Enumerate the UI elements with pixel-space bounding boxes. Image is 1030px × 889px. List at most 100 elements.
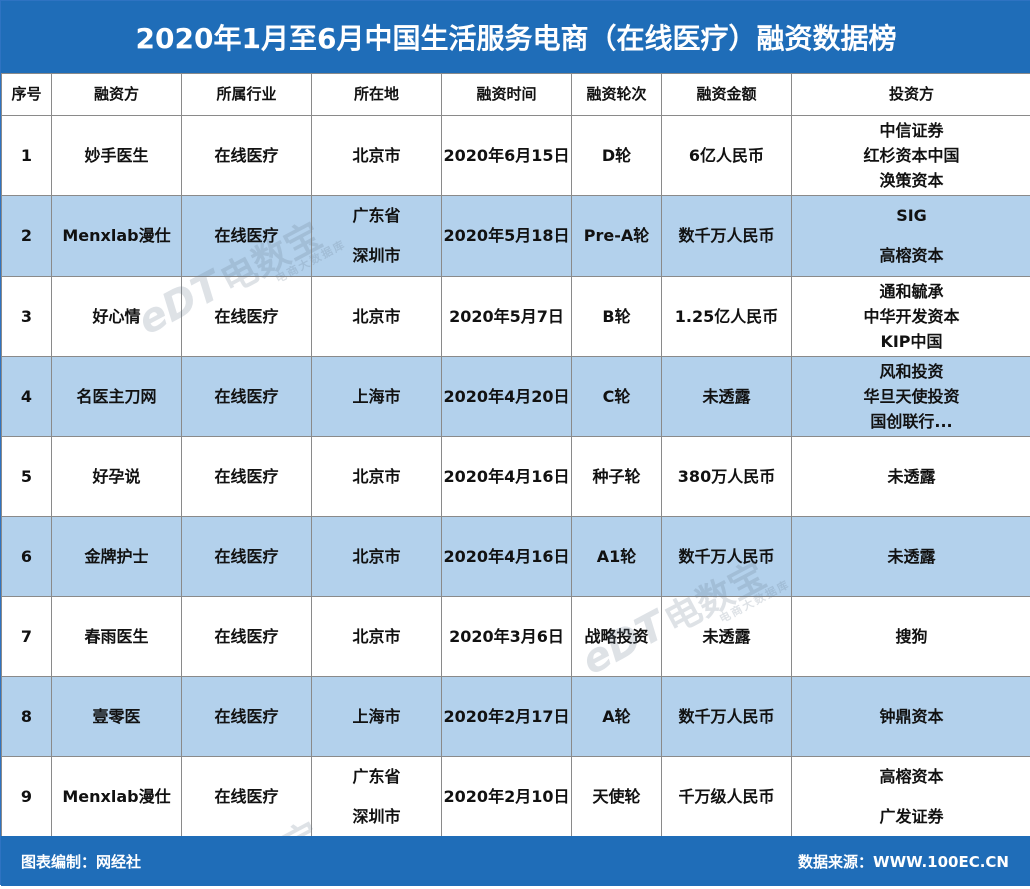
cell-investors: 通和毓承 中华开发资本 KIP中国	[792, 277, 1030, 357]
investor-line: 风和投资	[792, 359, 1030, 384]
footer-bar: 图表编制：网经社 数据来源：WWW.100EC.CN	[1, 836, 1030, 886]
table-row: 2 Menxlab漫仕 在线医疗 广东省 深圳市 2020年5月18日 Pre-…	[2, 196, 1030, 277]
cell-industry: 在线医疗	[182, 597, 312, 677]
cell-date: 2020年4月20日	[442, 357, 572, 437]
cell-amount: 数千万人民币	[662, 196, 792, 277]
cell-round: 天使轮	[572, 757, 662, 838]
cell-no: 2	[2, 196, 52, 277]
header-date: 融资时间	[442, 74, 572, 116]
investor-line: 搜狗	[792, 625, 1030, 649]
cell-location: 上海市	[312, 677, 442, 757]
investor-line: 华旦天使投资	[792, 384, 1030, 409]
page-title: 2020年1月至6月中国生活服务电商（在线医疗）融资数据榜	[136, 17, 897, 57]
cell-investors: 中信证券 红杉资本中国 涣策资本	[792, 116, 1030, 196]
cell-investors: 高榕资本 广发证券	[792, 757, 1030, 838]
cell-round: 战略投资	[572, 597, 662, 677]
cell-company: Menxlab漫仕	[52, 196, 182, 277]
cell-industry: 在线医疗	[182, 437, 312, 517]
cell-location: 北京市	[312, 517, 442, 597]
cell-round: A1轮	[572, 517, 662, 597]
cell-no: 1	[2, 116, 52, 196]
investor-line: 红杉资本中国	[792, 143, 1030, 168]
financing-table: 序号 融资方 所属行业 所在地 融资时间 融资轮次 融资金额 投资方 1 妙手医…	[1, 73, 1030, 838]
table-row: 7 春雨医生 在线医疗 北京市 2020年3月6日 战略投资 未透露 搜狗	[2, 597, 1030, 677]
location-line: 深圳市	[312, 236, 441, 276]
cell-company: 好心情	[52, 277, 182, 357]
table-row: 8 壹零医 在线医疗 上海市 2020年2月17日 A轮 数千万人民币 钟鼎资本	[2, 677, 1030, 757]
cell-date: 2020年5月7日	[442, 277, 572, 357]
location-line: 北京市	[312, 625, 441, 649]
cell-date: 2020年2月17日	[442, 677, 572, 757]
location-line: 上海市	[312, 385, 441, 409]
cell-industry: 在线医疗	[182, 517, 312, 597]
footer-compiler: 图表编制：网经社	[21, 851, 141, 872]
cell-industry: 在线医疗	[182, 116, 312, 196]
cell-investors: 钟鼎资本	[792, 677, 1030, 757]
cell-round: 种子轮	[572, 437, 662, 517]
table-row: 6 金牌护士 在线医疗 北京市 2020年4月16日 A1轮 数千万人民币 未透…	[2, 517, 1030, 597]
cell-amount: 未透露	[662, 357, 792, 437]
cell-round: C轮	[572, 357, 662, 437]
title-bar: 2020年1月至6月中国生活服务电商（在线医疗）融资数据榜	[1, 1, 1030, 73]
cell-location: 北京市	[312, 437, 442, 517]
cell-company: 妙手医生	[52, 116, 182, 196]
investor-line: 未透露	[792, 465, 1030, 489]
cell-no: 5	[2, 437, 52, 517]
cell-no: 3	[2, 277, 52, 357]
location-line: 上海市	[312, 705, 441, 729]
cell-industry: 在线医疗	[182, 677, 312, 757]
header-round: 融资轮次	[572, 74, 662, 116]
cell-date: 2020年3月6日	[442, 597, 572, 677]
cell-company: 壹零医	[52, 677, 182, 757]
cell-date: 2020年5月18日	[442, 196, 572, 277]
table-row: 5 好孕说 在线医疗 北京市 2020年4月16日 种子轮 380万人民币 未透…	[2, 437, 1030, 517]
cell-investors: 风和投资 华旦天使投资 国创联行...	[792, 357, 1030, 437]
location-line: 深圳市	[312, 797, 441, 837]
location-line: 广东省	[312, 196, 441, 236]
header-company: 融资方	[52, 74, 182, 116]
header-no: 序号	[2, 74, 52, 116]
cell-date: 2020年4月16日	[442, 437, 572, 517]
investor-line: 高榕资本	[792, 236, 1030, 276]
header-investors: 投资方	[792, 74, 1030, 116]
investor-line: 中信证券	[792, 118, 1030, 143]
investor-line: 通和毓承	[792, 279, 1030, 304]
cell-industry: 在线医疗	[182, 277, 312, 357]
investor-line: 高榕资本	[792, 757, 1030, 797]
investor-line: 涣策资本	[792, 168, 1030, 193]
cell-round: A轮	[572, 677, 662, 757]
cell-amount: 未透露	[662, 597, 792, 677]
header-industry: 所属行业	[182, 74, 312, 116]
investor-line: 钟鼎资本	[792, 705, 1030, 729]
table-row: 1 妙手医生 在线医疗 北京市 2020年6月15日 D轮 6亿人民币 中信证券…	[2, 116, 1030, 196]
location-line: 北京市	[312, 144, 441, 168]
cell-no: 4	[2, 357, 52, 437]
cell-amount: 数千万人民币	[662, 517, 792, 597]
cell-location: 广东省 深圳市	[312, 196, 442, 277]
cell-location: 北京市	[312, 597, 442, 677]
cell-company: 好孕说	[52, 437, 182, 517]
cell-company: 名医主刀网	[52, 357, 182, 437]
cell-amount: 数千万人民币	[662, 677, 792, 757]
location-line: 北京市	[312, 545, 441, 569]
cell-industry: 在线医疗	[182, 357, 312, 437]
investor-line: 中华开发资本	[792, 304, 1030, 329]
cell-location: 北京市	[312, 116, 442, 196]
cell-company: Menxlab漫仕	[52, 757, 182, 838]
table-row: 3 好心情 在线医疗 北京市 2020年5月7日 B轮 1.25亿人民币 通和毓…	[2, 277, 1030, 357]
investor-line: KIP中国	[792, 329, 1030, 354]
cell-round: D轮	[572, 116, 662, 196]
cell-investors: SIG 高榕资本	[792, 196, 1030, 277]
cell-round: Pre-A轮	[572, 196, 662, 277]
cell-no: 9	[2, 757, 52, 838]
table-header-row: 序号 融资方 所属行业 所在地 融资时间 融资轮次 融资金额 投资方	[2, 74, 1030, 116]
cell-industry: 在线医疗	[182, 196, 312, 277]
header-amount: 融资金额	[662, 74, 792, 116]
location-line: 广东省	[312, 757, 441, 797]
cell-amount: 380万人民币	[662, 437, 792, 517]
table-row: 9 Menxlab漫仕 在线医疗 广东省 深圳市 2020年2月10日 天使轮 …	[2, 757, 1030, 838]
cell-date: 2020年2月10日	[442, 757, 572, 838]
cell-amount: 千万级人民币	[662, 757, 792, 838]
investor-line: 广发证券	[792, 797, 1030, 837]
